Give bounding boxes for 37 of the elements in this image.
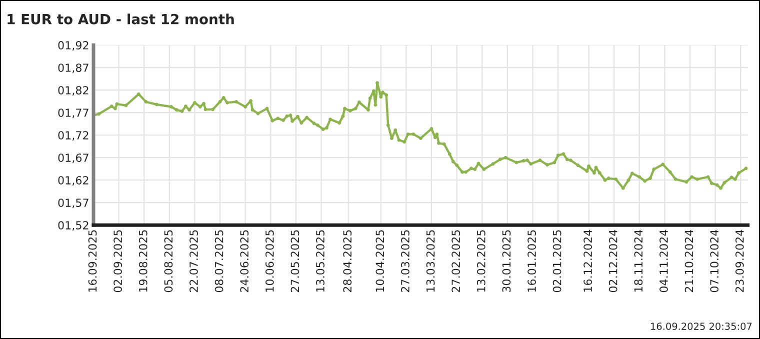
- y-tick-label: 01,77: [58, 108, 88, 118]
- x-tick-label: 27.05.2025: [290, 230, 300, 292]
- x-tick-label: 19.08.2025: [138, 230, 148, 292]
- x-tick-label: 10.04.2025: [376, 230, 384, 292]
- x-tick-label: 16.09.2025: [88, 230, 97, 292]
- x-tick-label: 18.11.2024: [634, 230, 643, 292]
- x-tick-label: 08.07.2025: [214, 230, 224, 292]
- x-tick-label: 28.04.2025: [343, 230, 352, 292]
- x-tick-label: 16.01.2025: [528, 230, 536, 292]
- y-tick-label: 01,62: [58, 176, 88, 186]
- x-tick-label: 27.02.2025: [452, 230, 460, 292]
- x-tick-label: 02.12.2024: [608, 230, 618, 292]
- x-tick-label: 13.02.2025: [476, 230, 486, 292]
- x-tick-label: 30.01.2025: [502, 230, 511, 292]
- x-tick-label: 02.01.2025: [552, 230, 562, 292]
- chart-title: 1 EUR to AUD - last 12 month: [8, 14, 234, 24]
- x-tick-label: 21.10.2024: [684, 230, 694, 292]
- x-tick-label: 10.06.2025: [265, 230, 274, 292]
- y-tick-label: 01,87: [58, 64, 88, 74]
- text: 16.09.2025 20:35:07: [651, 322, 752, 330]
- x-tick-label: 05.08.2025: [164, 230, 173, 292]
- x-tick-label: 22.07.2025: [190, 230, 198, 292]
- x-tick-label: 27.03.2025: [401, 230, 410, 292]
- x-tick-label: 16.12.2024: [584, 230, 592, 292]
- x-tick-label: 07.10.2024: [710, 230, 719, 292]
- x-tick-label: 02.09.2025: [114, 230, 122, 292]
- x-tick-label: 24.06.2025: [240, 230, 249, 292]
- y-tick-label: 01,82: [58, 86, 88, 96]
- x-tick-label: 13.05.2025: [316, 230, 324, 292]
- x-tick-label: 13.03.2025: [426, 230, 435, 292]
- y-tick-label: 01,52: [58, 221, 88, 231]
- y-tick-label: 01,67: [58, 154, 88, 164]
- x-tick-label: 23.09.2024: [735, 230, 744, 292]
- x-tick-label: 04.11.2024: [660, 230, 668, 292]
- y-tick-label: 01,57: [58, 198, 88, 208]
- y-tick-label: 01,92: [58, 41, 88, 51]
- y-tick-label: 01,72: [58, 131, 88, 141]
